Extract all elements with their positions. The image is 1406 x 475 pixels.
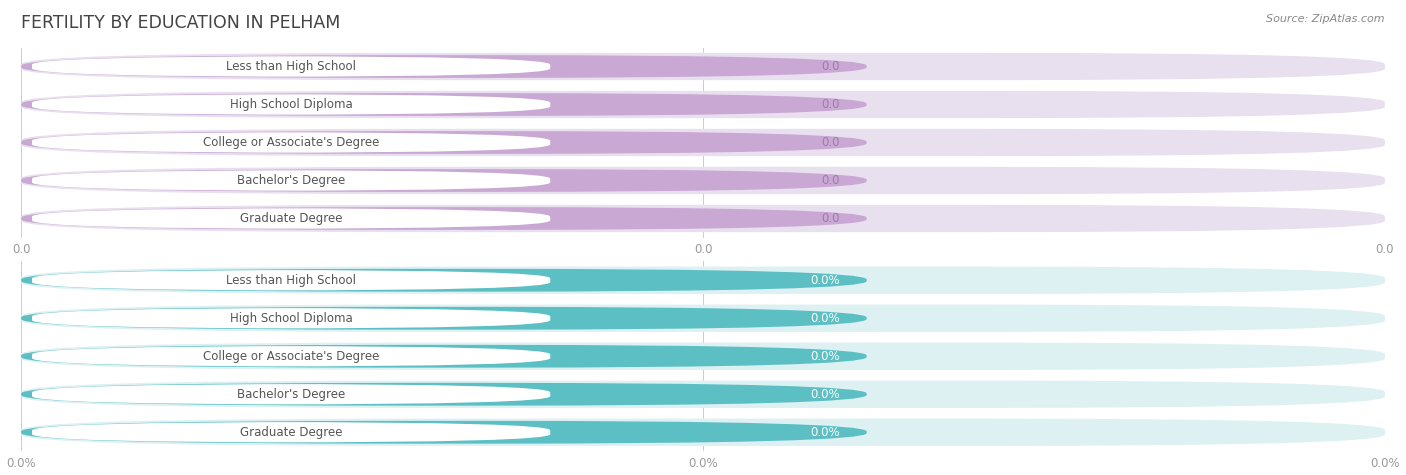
Text: 0.0%: 0.0% (810, 312, 839, 325)
Text: Less than High School: Less than High School (226, 274, 356, 287)
Text: 0.0: 0.0 (821, 60, 839, 73)
FancyBboxPatch shape (21, 131, 866, 154)
FancyBboxPatch shape (21, 129, 1385, 156)
FancyBboxPatch shape (32, 132, 550, 153)
FancyBboxPatch shape (32, 270, 550, 291)
Text: High School Diploma: High School Diploma (229, 98, 353, 111)
FancyBboxPatch shape (21, 53, 1385, 80)
Text: FERTILITY BY EDUCATION IN PELHAM: FERTILITY BY EDUCATION IN PELHAM (21, 14, 340, 32)
FancyBboxPatch shape (21, 307, 866, 330)
Text: Graduate Degree: Graduate Degree (240, 212, 343, 225)
FancyBboxPatch shape (32, 346, 550, 367)
FancyBboxPatch shape (32, 422, 550, 443)
Text: College or Associate's Degree: College or Associate's Degree (202, 350, 380, 363)
FancyBboxPatch shape (21, 421, 866, 444)
Text: 0.0%: 0.0% (810, 350, 839, 363)
Text: High School Diploma: High School Diploma (229, 312, 353, 325)
Text: Less than High School: Less than High School (226, 60, 356, 73)
Text: 0.0%: 0.0% (810, 388, 839, 401)
FancyBboxPatch shape (32, 56, 550, 77)
FancyBboxPatch shape (32, 94, 550, 115)
Text: 0.0%: 0.0% (810, 274, 839, 287)
Text: College or Associate's Degree: College or Associate's Degree (202, 136, 380, 149)
FancyBboxPatch shape (32, 308, 550, 329)
FancyBboxPatch shape (21, 91, 1385, 118)
Text: Bachelor's Degree: Bachelor's Degree (238, 388, 346, 401)
FancyBboxPatch shape (21, 345, 866, 368)
Text: 0.0: 0.0 (821, 98, 839, 111)
FancyBboxPatch shape (32, 170, 550, 191)
FancyBboxPatch shape (21, 167, 1385, 194)
FancyBboxPatch shape (21, 418, 1385, 446)
Text: Graduate Degree: Graduate Degree (240, 426, 343, 439)
FancyBboxPatch shape (21, 55, 866, 78)
FancyBboxPatch shape (32, 208, 550, 229)
FancyBboxPatch shape (21, 380, 1385, 408)
Text: Bachelor's Degree: Bachelor's Degree (238, 174, 346, 187)
FancyBboxPatch shape (21, 342, 1385, 370)
Text: 0.0: 0.0 (821, 136, 839, 149)
FancyBboxPatch shape (32, 384, 550, 405)
FancyBboxPatch shape (21, 266, 1385, 294)
Text: Source: ZipAtlas.com: Source: ZipAtlas.com (1267, 14, 1385, 24)
FancyBboxPatch shape (21, 304, 1385, 332)
FancyBboxPatch shape (21, 205, 1385, 232)
Text: 0.0%: 0.0% (810, 426, 839, 439)
Text: 0.0: 0.0 (821, 174, 839, 187)
FancyBboxPatch shape (21, 169, 866, 192)
FancyBboxPatch shape (21, 269, 866, 292)
FancyBboxPatch shape (21, 93, 866, 116)
Text: 0.0: 0.0 (821, 212, 839, 225)
FancyBboxPatch shape (21, 383, 866, 406)
FancyBboxPatch shape (21, 207, 866, 230)
